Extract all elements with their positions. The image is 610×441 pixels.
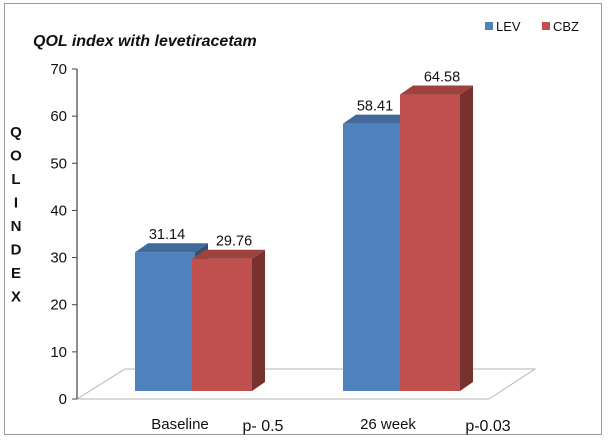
y-tick-label: 20 [50,297,67,314]
legend-swatch-cbz [542,22,550,30]
data-label: 29.76 [216,234,252,250]
y-axis-label-letter: Q [10,124,22,141]
y-axis-label-letter: E [11,265,21,282]
bar-side-cbz [460,85,473,392]
y-axis-ticks: 0 10 20 30 40 50 60 70 [50,61,77,408]
data-labels: 31.14 29.76 58.41 64.58 [149,70,460,250]
bar-top-cbz [192,249,265,259]
category-p-value: p- 0.5 [243,418,284,435]
y-axis-label-letter: X [11,289,21,306]
y-axis-label-letter: D [11,242,22,259]
y-axis-label-letter: N [11,218,22,235]
bar-lev-1 [343,123,403,391]
qol-bar-chart: QOL index with levetiracetam LEV CBZ QOLI… [10,19,579,435]
bar-lev-0 [135,252,195,391]
legend-label-cbz: CBZ [553,19,579,34]
y-axis-label-letter: L [11,171,20,188]
category-label: Baseline [151,416,209,433]
y-tick-label: 30 [50,250,67,267]
y-axis-label-letter: I [14,195,18,212]
y-tick-label: 50 [50,155,67,172]
data-label: 31.14 [149,227,185,243]
bar-cbz-1 [400,94,460,392]
category-p-value: p-0.03 [465,418,510,435]
category-label: 26 week [360,416,416,433]
y-tick-label: 0 [59,391,67,408]
y-axis-label-letter: O [10,148,22,165]
y-tick-label: 70 [50,61,67,78]
bars [135,85,473,392]
legend: LEV CBZ [485,19,579,34]
bar-side-cbz [252,249,265,391]
data-label: 64.58 [424,70,460,86]
chart-title: QOL index with levetiracetam [33,33,257,50]
bar-top-lev [343,114,416,124]
y-tick-label: 60 [50,108,67,125]
y-tick-label: 10 [50,344,67,361]
bar-cbz-0 [192,258,252,391]
bar-top-cbz [400,85,473,95]
y-tick-label: 40 [50,202,67,219]
bar-top-lev [135,243,208,253]
category-labels: Baseline p- 0.5 26 week p-0.03 [151,416,511,435]
data-label: 58.41 [357,99,393,115]
legend-label-lev: LEV [496,19,521,34]
legend-swatch-lev [485,22,493,30]
